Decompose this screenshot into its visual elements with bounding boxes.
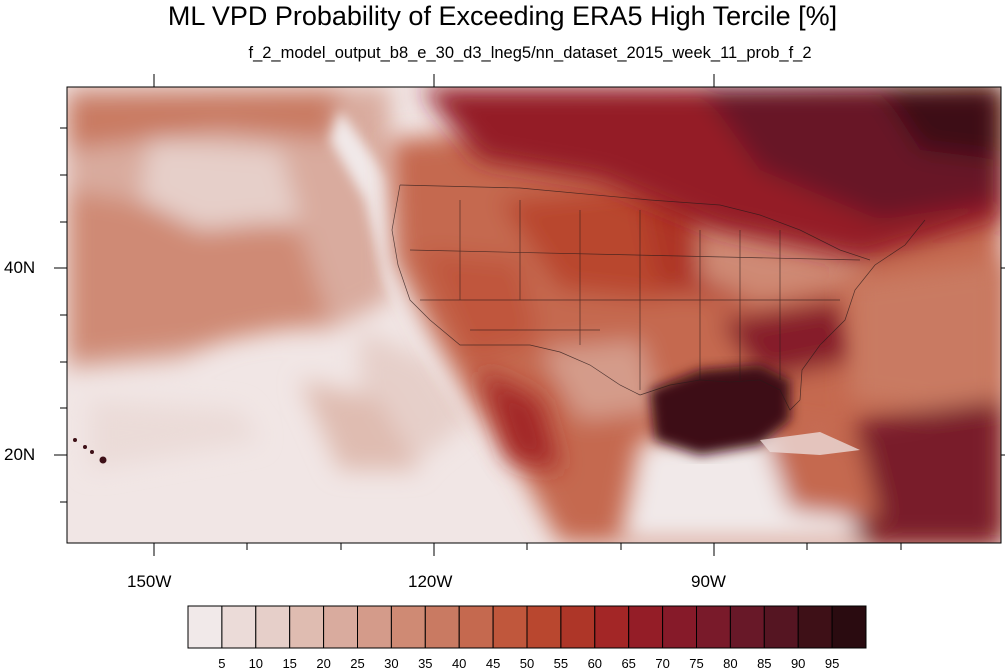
colorbar-tick-label: 60 <box>587 656 603 671</box>
colorbar-tick-label: 10 <box>248 656 264 671</box>
colorbar-tick-label: 50 <box>519 656 535 671</box>
colorbar-tick-label: 45 <box>485 656 501 671</box>
colorbar-tick-label: 55 <box>553 656 569 671</box>
lon-label-90w: 90W <box>691 572 726 591</box>
lon-label-150w: 150W <box>127 572 172 591</box>
colorbar-tick-label: 40 <box>451 656 467 671</box>
colorbar-tick-label: 85 <box>757 656 772 671</box>
colorbar-tick-label: 5 <box>218 656 226 671</box>
lat-label-40n: 40N <box>4 258 36 277</box>
colorbar-tick-label: 90 <box>790 656 806 671</box>
colorbar-tick-label: 30 <box>384 656 399 671</box>
hawaii-islands <box>73 438 107 464</box>
axis-ticks <box>54 74 1005 556</box>
map-title: ML VPD Probability of Exceeding ERA5 Hig… <box>167 1 838 31</box>
colorbar-tick-label: 35 <box>418 656 433 671</box>
colorbar-tick-label: 80 <box>723 656 738 671</box>
probability-field <box>67 87 1001 543</box>
boundary-lines <box>391 184 926 411</box>
colorbar-tick-label: 25 <box>350 656 365 671</box>
colorbar-tick-label: 20 <box>316 656 331 671</box>
colorbar-tick-label: 15 <box>282 656 297 671</box>
colorbar-tick-label: 70 <box>655 656 670 671</box>
colorbar-tick-label: 75 <box>689 656 704 671</box>
lon-label-120w: 120W <box>408 572 453 591</box>
colorbar-tick-label: 65 <box>621 656 636 671</box>
map-subtitle: f_2_model_output_b8_e_30_d3_lneg5/nn_dat… <box>248 44 812 62</box>
lat-label-20n: 20N <box>4 445 36 464</box>
colorbar-tick-label: 95 <box>824 656 840 671</box>
